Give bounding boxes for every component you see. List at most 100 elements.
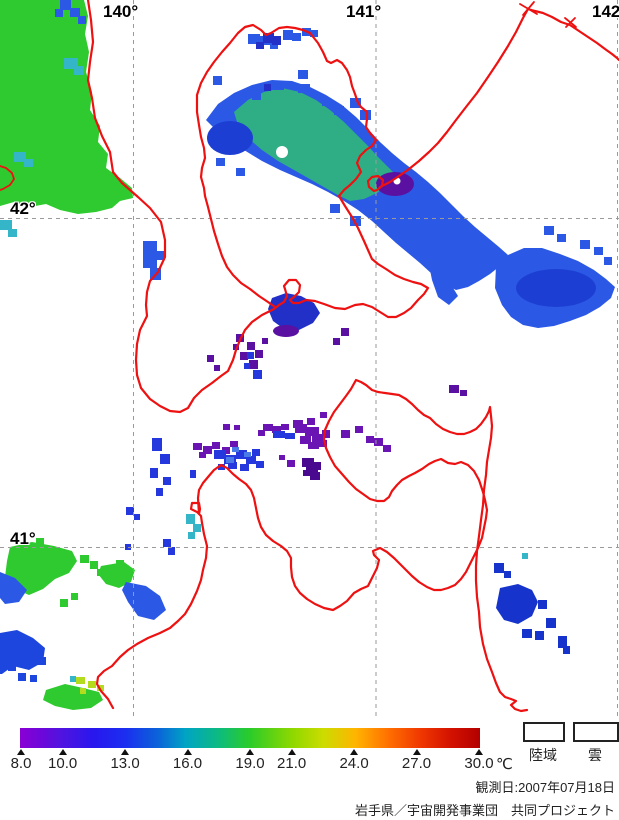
sst-pixel-rb-navy-extra	[563, 646, 570, 654]
sst-pixel-hakodate-purple-scatter	[247, 342, 255, 350]
sst-pixel-mutsu-purple	[312, 434, 325, 443]
hokkaido-pacific-arc	[366, 7, 619, 193]
sst-pixel-mutsu-purple	[263, 424, 273, 431]
colorbar-unit-label: ℃	[496, 756, 513, 773]
sst-pixel-top-bay-blue	[292, 33, 301, 41]
sst-pixel-hakodate-purple-scatter	[214, 365, 220, 371]
sst-pixel-sw-blue-extra	[24, 651, 34, 661]
sst-pixel-mutsu-purple-dense	[303, 470, 311, 476]
sst-pixel-hakodate-blue-scatter	[253, 370, 262, 379]
sst-pixel-mutsu-purple	[374, 438, 383, 446]
observation-date: 観測日:2007年07月18日	[475, 780, 615, 795]
sst-pixel-west-green-extra	[60, 599, 68, 607]
sst-pixel-mutsu-purple	[355, 426, 363, 433]
sst-pixel-mutsu-purple	[230, 441, 238, 447]
sst-pixel-hakodate-purple-scatter	[249, 360, 258, 369]
sst-pixel-bay-fringe-blue	[298, 84, 310, 93]
sst-pixel-mutsu-purple-dense	[313, 462, 321, 470]
sst-pixel-mutsu-purple	[341, 430, 350, 438]
sst-pixel-top-bay-blue	[283, 30, 293, 40]
colorbar-tick-label: 10.0	[48, 755, 78, 772]
sst-pixel-hakodate-blue-scatter	[247, 352, 254, 359]
sst-pixel-sw-blue-extra	[37, 657, 46, 665]
sst-pixel-hakodate-purple-scatter	[262, 338, 268, 344]
white-hole	[251, 171, 261, 181]
sst-pixel-mutsu-purple-dense	[310, 472, 320, 480]
colorbar-tick-label: 16.0	[172, 755, 203, 772]
sst-pixel-mutsu-purple	[383, 445, 391, 452]
sst-pixel-mutsu-purple	[272, 426, 281, 433]
sst-pixel-mutsu-blue	[240, 464, 249, 471]
colorbar-tick-marker	[246, 749, 254, 755]
sst-pixel-mutsu-blue	[252, 449, 260, 456]
sst-pixel-hakodate-purple-scatter	[240, 352, 248, 360]
sst-pixel-green-sea-cyan	[24, 159, 33, 167]
sst-pixel-mutsu-blue	[168, 547, 175, 555]
sst-pixel-mutsu-blue	[156, 488, 163, 496]
sst-pixel-top-bay-blue	[298, 70, 308, 79]
sst-pixel-sw-blue-extra	[0, 642, 9, 651]
sst-pixel-mutsu-purple	[322, 430, 330, 438]
sst-pixel-bay-fringe-blue	[330, 204, 340, 213]
sst-pixel-rb-navy-extra	[494, 563, 504, 573]
sst-pixel-mutsu-blue	[228, 462, 237, 469]
sst-pixel-mutsu-purple-dense	[302, 458, 314, 467]
sst-pixel-mutsu-blue	[160, 454, 170, 464]
sst-pixel-mutsu-purple-dense	[306, 465, 318, 474]
sst-pixel-mutsu-blue	[163, 539, 171, 547]
project-credit: 岩手県／宇宙開発事業団 共同プロジェクト	[354, 803, 615, 818]
sst-pixel-mutsu-purple	[295, 424, 307, 433]
latitude-label: 42°	[10, 199, 36, 218]
sst-pixel-hakodate-purple-scatter	[255, 350, 263, 358]
sea-surface-temperature-map	[0, 0, 619, 716]
pacific-patch-core	[516, 269, 596, 307]
bay-nw-deepblue-spot	[207, 121, 253, 155]
sst-pixel-sw-blue-extra	[30, 675, 37, 682]
legend-box-land	[523, 722, 565, 742]
longitude-label: 140°	[103, 2, 139, 21]
sst-pixel-bay-fringe-blue	[350, 216, 361, 226]
colorbar-tick-label: 19.0	[235, 755, 265, 772]
sst-pixel-mutsu-purple	[258, 430, 265, 436]
sst-pixel-mutsu-purple	[293, 420, 303, 428]
sst-pixel-mutsu-blue	[256, 461, 264, 468]
sst-pixel-mutsu-purple	[366, 436, 374, 443]
sst-pixel-mutsu-blue	[163, 477, 171, 485]
colorbar-tick-marker	[475, 749, 483, 755]
sst-pixel-top-bay-blue	[213, 76, 222, 85]
colorbar-tick-label: 8.0	[10, 755, 32, 772]
sst-pixel-bay-fringe-blue	[236, 168, 245, 176]
lat-lon-gridlines	[0, 0, 619, 716]
honshu-coastline	[95, 378, 529, 713]
legend-label-land: 陸域	[529, 747, 557, 763]
sst-pixel-bay-fringe-blue	[216, 158, 225, 166]
sst-pixel-rb-navy-extra	[535, 631, 544, 640]
sst-pixel-green-sea-blue	[55, 9, 63, 17]
sst-pixel-mutsu-purple	[307, 418, 315, 425]
sst-pixel-oma-purple	[460, 390, 467, 396]
sst-pixel-bay-fringe-blue	[322, 98, 330, 106]
sst-pixel-mutsu-purple	[234, 425, 240, 430]
sst-pixel-yellow-green-pixels	[88, 681, 96, 688]
sst-pixel-bay-fringe-blue	[334, 106, 344, 115]
sst-pixel-mutsu-blue	[246, 456, 256, 464]
sst-pixel-mutsu-purple	[193, 443, 202, 450]
sst-pixel-top-bay-navy	[264, 84, 271, 91]
sst-pixel-coastal-cyan	[188, 532, 195, 539]
sst-pixel-west-green-extra	[80, 555, 89, 563]
sst-pixel-hakodate-purple-scatter	[333, 338, 340, 345]
sst-pixel-bay-fringe-blue	[484, 256, 493, 264]
coast-cross-marks	[519, 1, 577, 28]
sst-pixel-west-green-extra	[97, 569, 104, 576]
sst-pixel-bay-fringe-blue	[350, 98, 361, 108]
sst-pixel-mutsu-lightblue	[244, 452, 251, 457]
sst-pixel-mutsu-blue	[190, 470, 196, 478]
sst-pixel-green-sea-blue	[78, 16, 86, 24]
sst-pixel-bay-fringe-blue	[544, 226, 554, 235]
sst-pixel-mutsu-purple	[199, 452, 206, 458]
sst-pixel-green-sea-blue	[60, 0, 71, 10]
colorbar-tick-label: 30.0	[464, 755, 494, 772]
sst-pixel-coastal-cyan	[193, 524, 201, 532]
sst-pixel-west-green-extra	[71, 593, 78, 600]
sst-pixel-green-sea-cyan	[64, 58, 78, 69]
